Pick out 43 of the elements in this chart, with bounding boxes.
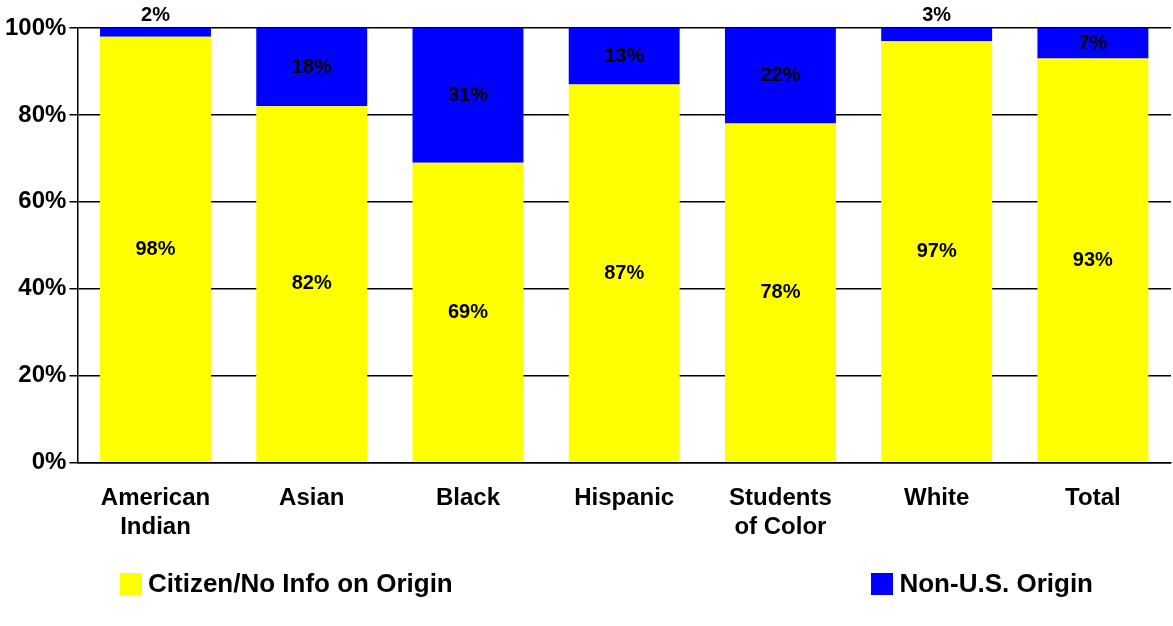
data-label: 3% bbox=[922, 2, 952, 25]
data-label: 31% bbox=[447, 82, 489, 105]
data-label: 82% bbox=[291, 271, 332, 294]
data-label: 98% bbox=[135, 236, 176, 259]
data-label: 87% bbox=[604, 260, 645, 283]
bar bbox=[1037, 58, 1149, 462]
data-label: 18% bbox=[291, 54, 332, 77]
bar bbox=[724, 28, 836, 124]
bar bbox=[412, 162, 524, 462]
legend-label: Citizen/No Info on Origin bbox=[148, 568, 453, 599]
bar bbox=[256, 106, 368, 462]
bar bbox=[568, 28, 680, 85]
bar bbox=[568, 84, 680, 462]
bar bbox=[412, 28, 524, 163]
x-tick-label: Black bbox=[435, 483, 501, 511]
y-tick-label: 80% bbox=[18, 99, 67, 127]
data-label: 78% bbox=[760, 280, 801, 303]
bar bbox=[256, 28, 368, 107]
x-tick-label: Total bbox=[1065, 483, 1121, 511]
x-tick-label: Hispanic bbox=[574, 483, 675, 511]
data-label: 97% bbox=[916, 238, 957, 261]
y-tick-label: 100% bbox=[4, 12, 67, 40]
data-label: 69% bbox=[447, 299, 489, 322]
bar bbox=[881, 41, 993, 462]
bar bbox=[100, 36, 211, 462]
x-tick-label: White bbox=[903, 483, 970, 511]
bar bbox=[100, 28, 211, 37]
data-label: 7% bbox=[1078, 30, 1108, 53]
bar bbox=[1037, 28, 1149, 59]
y-tick-label: 40% bbox=[18, 273, 67, 301]
x-tick-label: Asian bbox=[279, 483, 345, 511]
x-tick-label: Students of Color bbox=[729, 483, 832, 540]
legend-label: Non-U.S. Origin bbox=[899, 568, 1093, 599]
y-tick-label: 0% bbox=[31, 447, 67, 475]
data-label: 93% bbox=[1072, 247, 1114, 270]
data-label: 13% bbox=[604, 43, 645, 66]
data-label: 22% bbox=[760, 63, 801, 86]
bar bbox=[881, 28, 993, 42]
y-tick-label: 20% bbox=[18, 360, 67, 388]
y-tick-label: 60% bbox=[18, 186, 67, 214]
bar bbox=[724, 123, 836, 462]
x-tick-label: American Indian bbox=[100, 483, 211, 540]
data-label: 2% bbox=[141, 2, 171, 25]
